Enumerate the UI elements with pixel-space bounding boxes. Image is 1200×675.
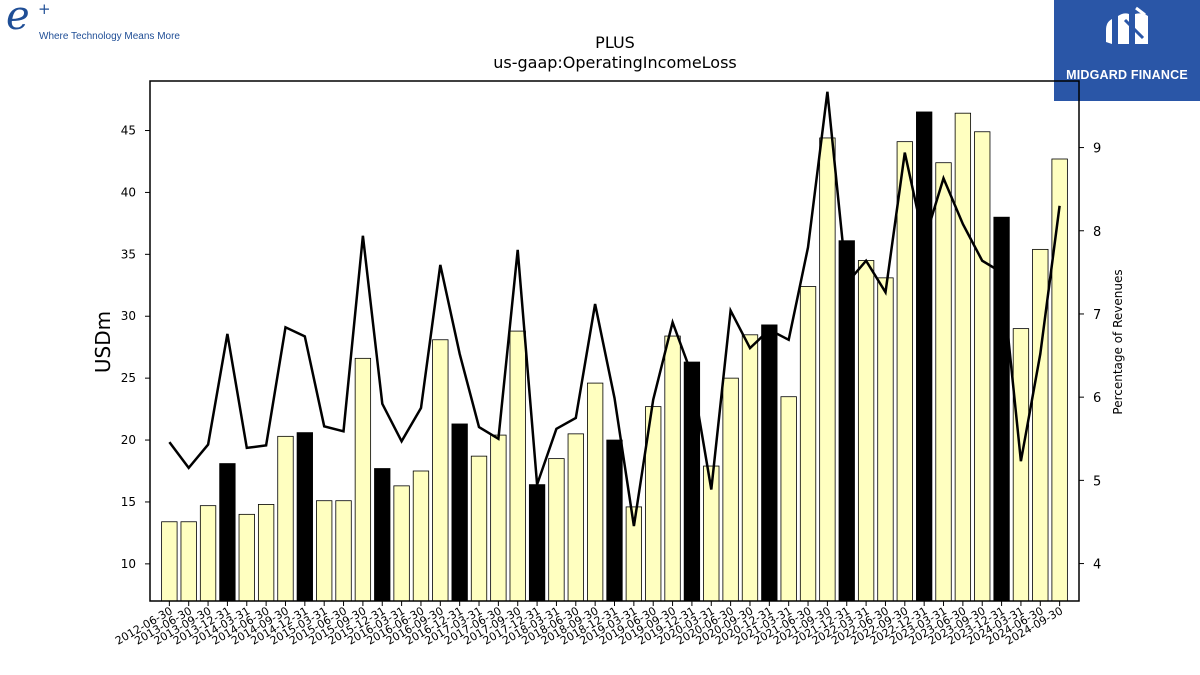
y-axis-label: USDm	[91, 311, 115, 373]
y-tick-label: 20	[121, 433, 136, 447]
bar	[664, 335, 681, 602]
y-tick-label: 10	[121, 557, 136, 571]
bar	[761, 324, 778, 602]
bar	[412, 470, 430, 602]
y2-tick-label: 5	[1093, 474, 1101, 489]
bar	[335, 500, 352, 602]
bar	[199, 505, 217, 602]
bar	[548, 458, 565, 602]
bar	[1032, 248, 1049, 602]
bar	[974, 131, 991, 602]
y2-tick-label: 6	[1093, 391, 1101, 406]
y2-tick-label: 4	[1093, 558, 1101, 573]
y-tick-label: 45	[121, 124, 136, 138]
bar	[161, 521, 178, 602]
bar	[316, 500, 333, 602]
eplus-logo: e + Where Technology Means More	[4, 0, 204, 52]
eplus-tagline: Where Technology Means More	[39, 31, 180, 42]
bar	[296, 432, 313, 602]
midgard-emblem-icon	[1106, 6, 1148, 45]
bar	[722, 377, 739, 602]
bar	[683, 361, 701, 602]
y2-tick-label: 9	[1093, 142, 1101, 157]
bar	[354, 357, 372, 602]
bar	[606, 439, 623, 602]
bar	[238, 513, 255, 602]
y-tick-label: 25	[121, 371, 136, 385]
bar	[567, 433, 584, 602]
bar	[219, 463, 236, 602]
y-tick-label: 40	[121, 185, 136, 199]
y-tick-label: 35	[121, 247, 136, 261]
eplus-logo-mark: e	[6, 0, 30, 39]
bar	[277, 435, 294, 602]
bar	[490, 434, 507, 602]
bar	[393, 485, 410, 602]
bar	[1012, 328, 1030, 602]
bar	[916, 111, 933, 602]
bar	[374, 468, 391, 602]
percentage-line	[168, 91, 1061, 527]
y2-tick-label: 7	[1093, 308, 1101, 323]
bar	[838, 240, 855, 602]
bar	[257, 504, 275, 602]
bar	[877, 277, 894, 602]
bar	[819, 137, 836, 602]
eplus-logo-plus: +	[38, 0, 51, 18]
midgard-finance-name: MIDGARD FINANCE	[1066, 68, 1188, 82]
bar	[857, 260, 875, 602]
y-tick-label: 30	[121, 309, 136, 323]
bar	[954, 112, 972, 602]
bar	[180, 521, 197, 602]
bar	[780, 396, 797, 602]
bar	[935, 162, 952, 602]
bar	[470, 455, 488, 602]
bar	[528, 484, 546, 602]
bar	[587, 382, 604, 602]
y2-axis-label: Percentage of Revenues	[1111, 269, 1125, 414]
bar	[509, 330, 526, 602]
chart-subtitle: us-gaap:OperatingIncomeLoss	[493, 53, 737, 72]
bar	[741, 334, 759, 602]
bar	[799, 286, 817, 602]
bar	[432, 339, 449, 602]
bar	[451, 423, 468, 602]
bar	[896, 141, 913, 602]
y-tick-label: 15	[121, 495, 136, 509]
chart-title: PLUS	[595, 33, 635, 52]
y2-tick-label: 8	[1093, 225, 1101, 240]
bar	[1051, 158, 1068, 602]
